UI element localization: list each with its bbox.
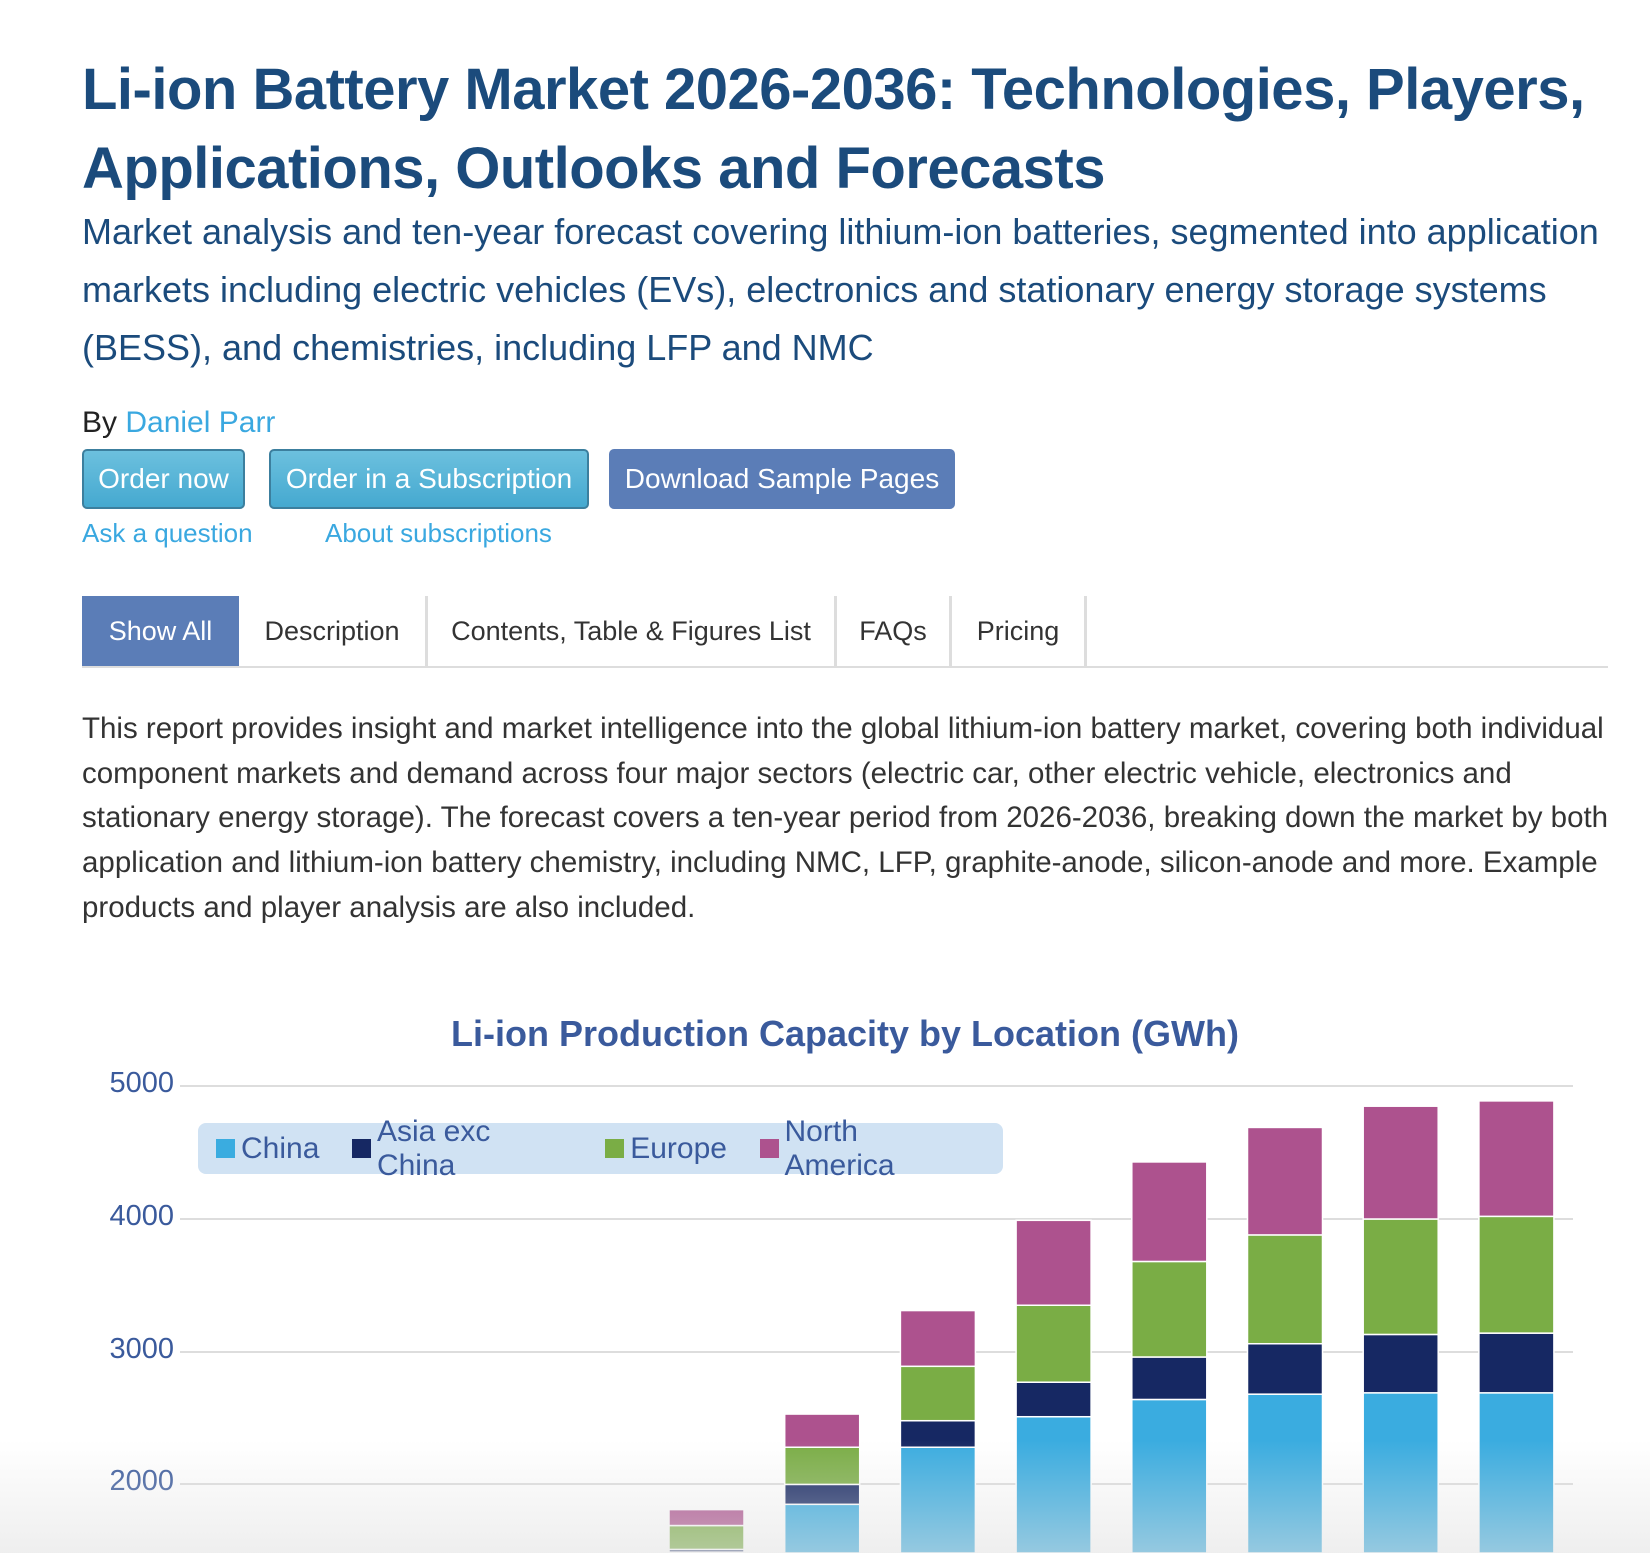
legend-label: Europe — [630, 1131, 727, 1165]
legend-label: Asia exc China — [376, 1114, 491, 1182]
bar-segment-europe — [668, 1524, 745, 1551]
bar-segment-china — [1015, 1415, 1092, 1553]
report-description: This report provides insight and market … — [82, 712, 1609, 924]
bar-segment-asia-exc-china — [899, 1419, 977, 1448]
bar-segment-china — [1478, 1392, 1555, 1553]
tab-contents[interactable]: Contents, Table & Figures List — [428, 596, 837, 666]
bar-segment-north-america — [1131, 1161, 1208, 1263]
bar-segment-china — [899, 1446, 977, 1553]
bar-segment-china — [1362, 1392, 1439, 1553]
download-sample-button[interactable]: Download Sample Pages — [609, 449, 955, 509]
bar-segment-asia-exc-china — [1015, 1381, 1092, 1418]
bar-segment-europe — [1131, 1260, 1208, 1358]
bar-segment-europe — [1362, 1218, 1439, 1336]
tab-bar: Show All Description Contents, Table & F… — [82, 596, 1608, 668]
bar-segment-north-america — [668, 1508, 745, 1527]
tab-pricing[interactable]: Pricing — [952, 596, 1087, 666]
page-subtitle: Market analysis and ten-year forecast co… — [82, 211, 1599, 368]
bar-segment-north-america — [1015, 1219, 1092, 1307]
legend-item-north-america: North America — [759, 1114, 970, 1183]
byline: By Daniel Parr — [82, 406, 275, 440]
legend-swatch — [605, 1139, 625, 1158]
bar-segment-europe — [1015, 1304, 1092, 1383]
legend-swatch — [352, 1139, 371, 1158]
by-label: By — [82, 406, 118, 439]
bar-segment-north-america — [899, 1309, 977, 1368]
bar-segment-north-america — [783, 1413, 861, 1448]
bar-segment-europe — [899, 1365, 977, 1422]
legend-label: China — [241, 1131, 320, 1165]
legend-item-china: China — [216, 1132, 319, 1166]
gridline — [180, 1085, 1573, 1087]
bar-segment-asia-exc-china — [1362, 1333, 1439, 1394]
order-now-button[interactable]: Order now — [82, 449, 245, 509]
legend-label: North America — [784, 1114, 895, 1182]
bar-segment-europe — [783, 1446, 861, 1486]
page-title: Li-ion Battery Market 2026-2036: Technol… — [82, 57, 1585, 201]
bar-segment-north-america — [1478, 1100, 1555, 1218]
bar-segment-asia-exc-china — [1478, 1332, 1555, 1394]
y-tick-4000: 4000 — [109, 1200, 174, 1232]
y-tick-5000: 5000 — [109, 1067, 174, 1099]
about-subscriptions-link[interactable]: About subscriptions — [325, 518, 552, 548]
legend-swatch — [759, 1139, 779, 1158]
legend-swatch — [216, 1139, 235, 1158]
bar-segment-europe — [1246, 1234, 1324, 1345]
bar-segment-china — [1246, 1393, 1324, 1553]
chart-title: Li-ion Production Capacity by Location (… — [451, 1013, 1239, 1054]
chart-legend: China Asia exc China Europe North Americ… — [198, 1115, 1003, 1182]
author-link[interactable]: Daniel Parr — [125, 406, 276, 439]
bar-segment-north-america — [1362, 1105, 1439, 1220]
bar-segment-asia-exc-china — [1246, 1342, 1324, 1395]
bar-segment-china — [1131, 1398, 1208, 1553]
tab-show-all[interactable]: Show All — [82, 596, 239, 666]
bar-segment-china — [783, 1503, 861, 1553]
gridline — [180, 1218, 1573, 1220]
legend-item-asia: Asia exc China — [352, 1115, 572, 1183]
tab-description[interactable]: Description — [239, 596, 428, 666]
order-subscription-button[interactable]: Order in a Subscription — [269, 449, 589, 509]
bar-segment-europe — [1478, 1215, 1555, 1334]
ask-question-link[interactable]: Ask a question — [82, 518, 253, 548]
y-tick-3000: 3000 — [109, 1333, 174, 1365]
tab-faqs[interactable]: FAQs — [837, 596, 952, 666]
gridline — [180, 1351, 1573, 1353]
legend-item-europe: Europe — [605, 1132, 727, 1166]
bar-segment-north-america — [1246, 1126, 1324, 1236]
bar-segment-asia-exc-china — [1131, 1356, 1208, 1401]
bar-segment-asia-exc-china — [783, 1483, 861, 1506]
